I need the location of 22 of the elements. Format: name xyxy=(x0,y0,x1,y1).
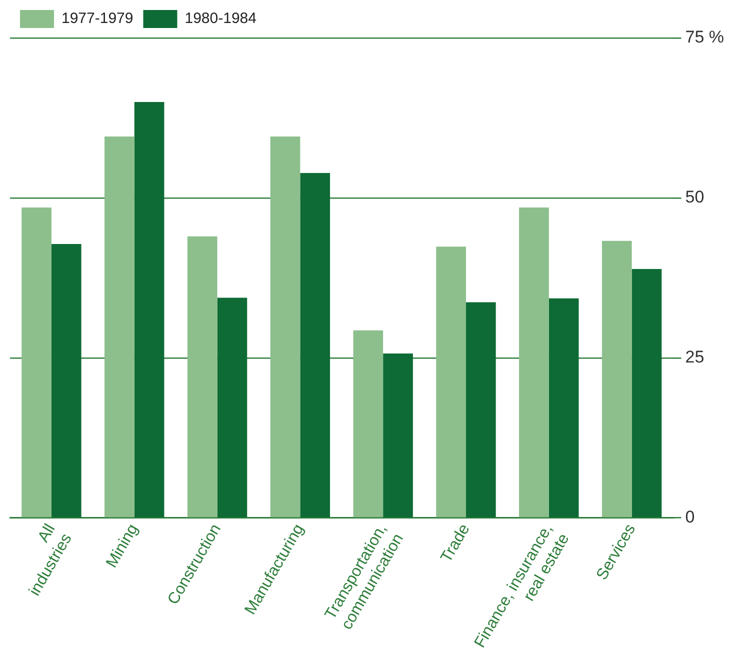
bar xyxy=(270,136,300,518)
bar xyxy=(104,136,134,518)
bar xyxy=(300,173,330,518)
y-tick-label: 50 xyxy=(685,188,704,207)
bar xyxy=(602,240,632,518)
y-tick-label: 25 xyxy=(685,348,704,367)
bar xyxy=(51,244,82,518)
bar xyxy=(187,236,218,518)
bar xyxy=(436,246,466,518)
bar xyxy=(217,298,248,518)
bar xyxy=(22,208,52,518)
bar xyxy=(519,208,549,518)
bar xyxy=(548,298,579,518)
bar xyxy=(383,353,413,518)
legend-label: 1977-1979 xyxy=(62,10,134,28)
bar xyxy=(632,268,662,518)
y-tick-label: 0 xyxy=(685,508,695,527)
legend-label: 1980-1984 xyxy=(184,10,256,28)
bar xyxy=(466,302,496,518)
y-tick-label: 75 % xyxy=(685,28,724,47)
bar xyxy=(134,102,164,518)
bar xyxy=(353,330,384,518)
